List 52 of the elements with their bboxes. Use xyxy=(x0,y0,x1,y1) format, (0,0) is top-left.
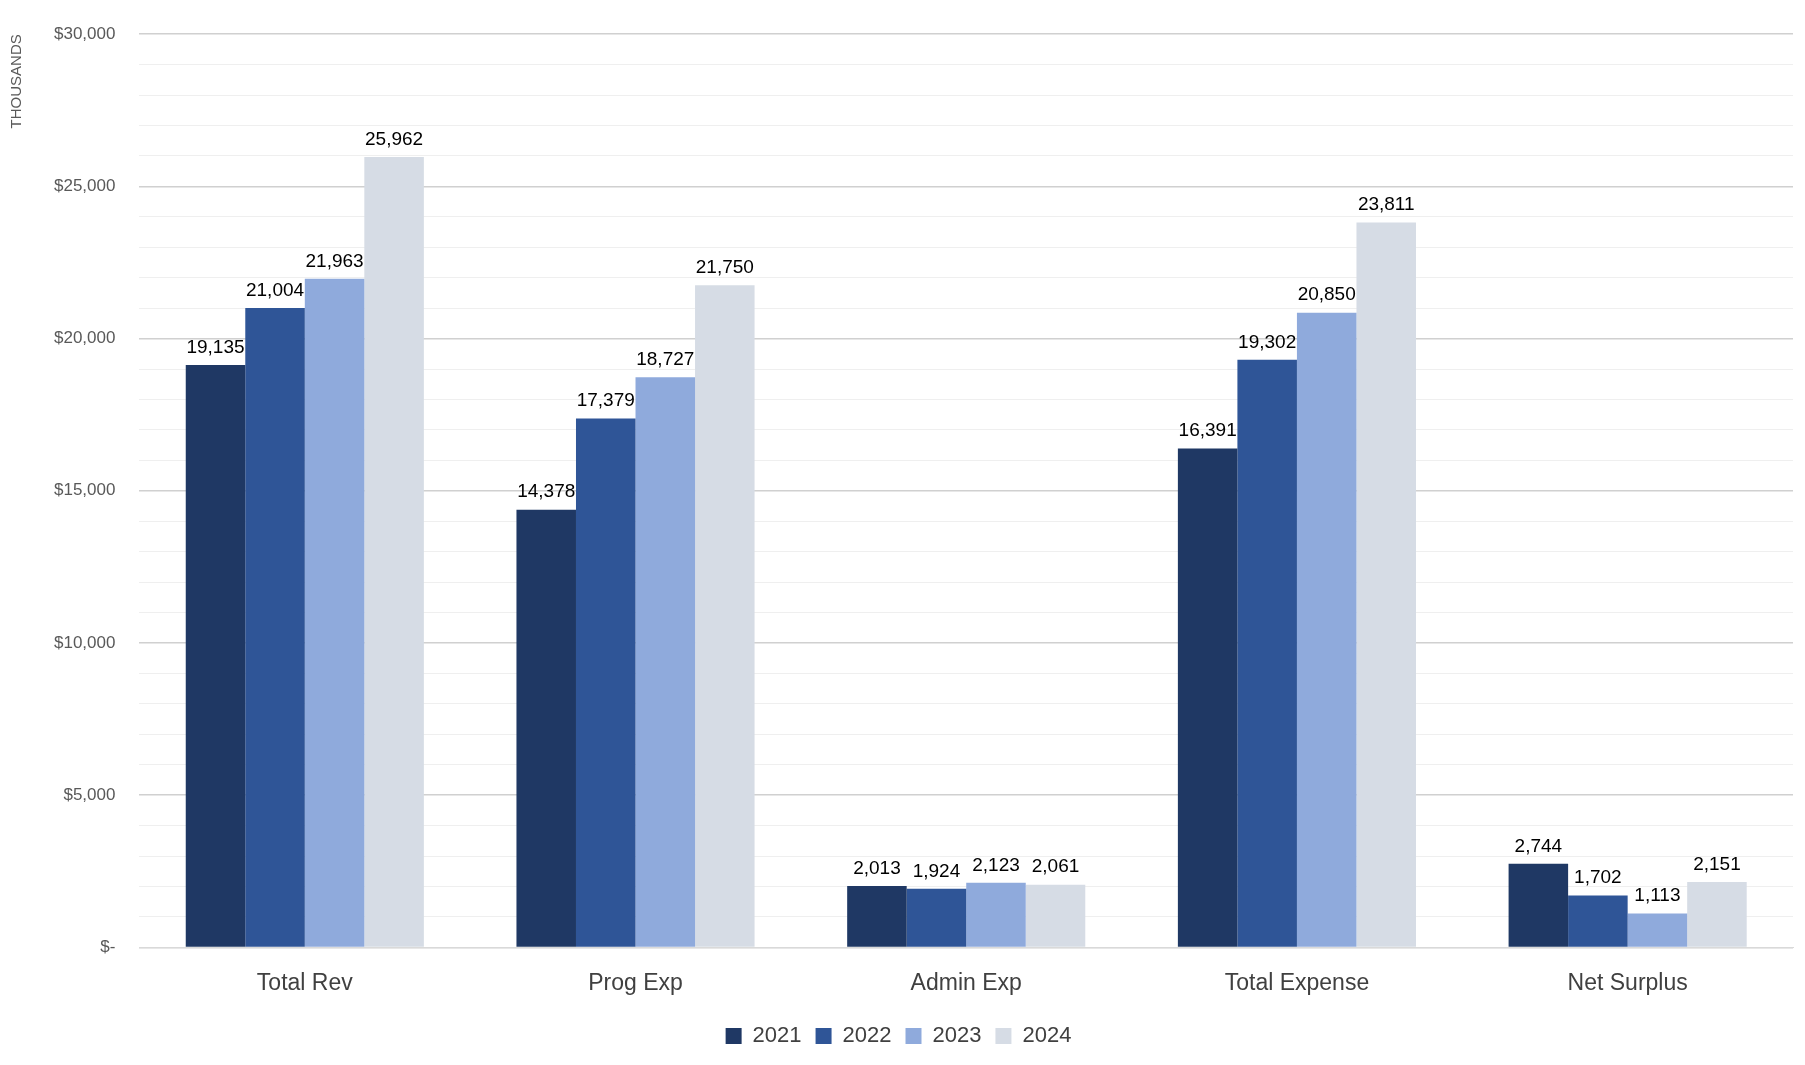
data-label: 2,013 xyxy=(853,856,901,878)
x-tick-label: Net Surplus xyxy=(1567,968,1688,995)
data-label: 2,061 xyxy=(1031,855,1080,877)
y-tick-label: $10,000 xyxy=(54,632,116,652)
x-tick-label: Admin Exp xyxy=(910,968,1022,995)
data-label: 2,151 xyxy=(1693,852,1741,874)
bar xyxy=(245,308,305,947)
legend-label: 2023 xyxy=(932,1022,982,1048)
data-label: 23,811 xyxy=(1357,193,1415,215)
x-tick-label: Prog Exp xyxy=(588,968,683,995)
data-label: 25,962 xyxy=(365,127,424,149)
data-label: 21,004 xyxy=(245,278,305,300)
bar xyxy=(1568,895,1628,947)
bar xyxy=(1627,913,1688,947)
bar xyxy=(1237,359,1297,947)
bar xyxy=(185,364,246,947)
data-label: 19,135 xyxy=(186,335,245,357)
bar xyxy=(1508,863,1569,947)
legend-label: 2024 xyxy=(1022,1022,1072,1048)
data-label: 20,850 xyxy=(1297,283,1356,305)
bar xyxy=(516,509,576,947)
y-axis-title: THOUSANDS xyxy=(7,34,25,129)
x-tick-label: Total Rev xyxy=(256,968,354,995)
y-tick-label: $- xyxy=(100,937,116,957)
data-label: 19,302 xyxy=(1238,330,1297,352)
data-label: 2,744 xyxy=(1514,834,1563,856)
legend-label: 2022 xyxy=(842,1022,892,1048)
data-label: 2,123 xyxy=(972,853,1020,875)
data-label: 18,727 xyxy=(636,348,695,370)
data-label: 1,702 xyxy=(1574,866,1622,888)
legend-label: 2021 xyxy=(752,1022,802,1048)
data-label: 1,924 xyxy=(912,859,961,881)
bar xyxy=(635,377,696,947)
bar xyxy=(966,882,1026,947)
data-label: 16,391 xyxy=(1178,419,1237,441)
data-label: 17,379 xyxy=(576,389,635,411)
bar xyxy=(304,278,365,947)
bar xyxy=(575,418,636,947)
bar xyxy=(847,886,907,947)
bar xyxy=(1296,312,1357,947)
x-tick-label: Total Expense xyxy=(1224,968,1370,995)
data-label: 21,750 xyxy=(695,256,754,278)
bar xyxy=(1177,448,1238,947)
data-label: 21,963 xyxy=(305,249,364,271)
data-label: 14,378 xyxy=(517,480,576,502)
data-label: 1,113 xyxy=(1634,884,1681,906)
y-tick-label: $20,000 xyxy=(54,328,116,348)
y-tick-label: $25,000 xyxy=(54,176,116,196)
bar xyxy=(906,888,967,947)
y-tick-label: $15,000 xyxy=(54,480,116,500)
y-tick-label: $30,000 xyxy=(54,23,116,43)
y-tick-label: $5,000 xyxy=(63,784,116,804)
